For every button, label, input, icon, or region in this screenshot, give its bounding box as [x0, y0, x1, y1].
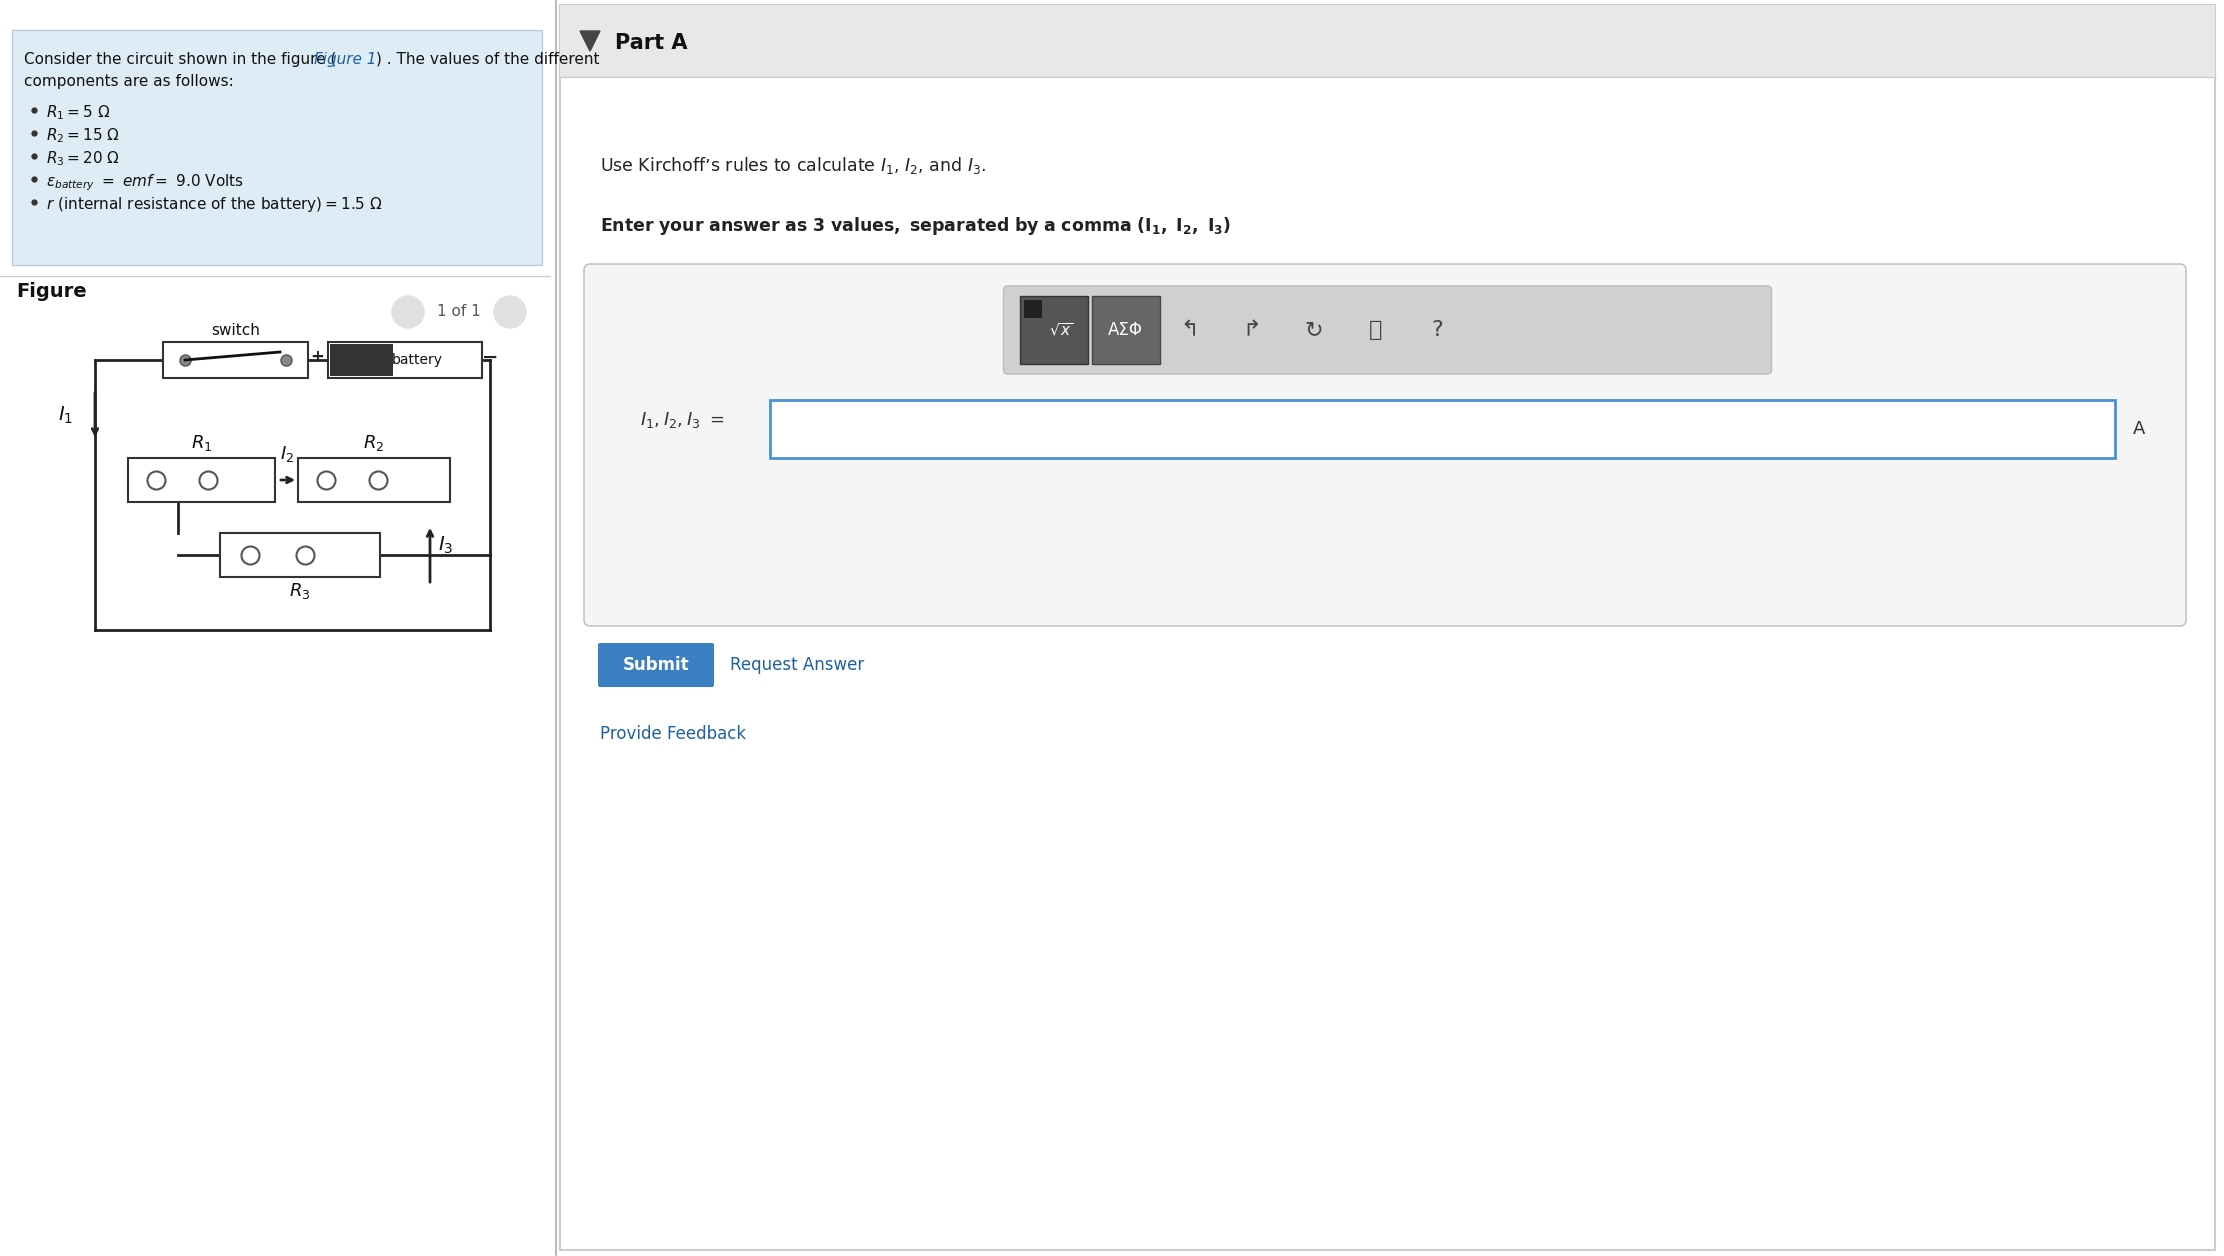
- Text: Consider the circuit shown in the figure (: Consider the circuit shown in the figure…: [24, 51, 336, 67]
- Circle shape: [494, 296, 527, 328]
- Text: battery: battery: [391, 353, 443, 367]
- FancyBboxPatch shape: [585, 264, 2186, 625]
- Text: Submit: Submit: [623, 656, 689, 674]
- Text: Request Answer: Request Answer: [729, 656, 865, 674]
- Text: $I_1, I_2, I_3\ =$: $I_1, I_2, I_3\ =$: [641, 409, 725, 430]
- Bar: [770, 399, 2115, 458]
- FancyBboxPatch shape: [1003, 286, 1773, 374]
- Text: ?: ?: [1432, 320, 1443, 340]
- Text: $r\ \mathrm{(internal\ resistance\ of\ the\ battery)} = 1.5\ \Omega$: $r\ \mathrm{(internal\ resistance\ of\ t…: [47, 195, 383, 214]
- Bar: [1092, 296, 1159, 364]
- Bar: [220, 533, 380, 577]
- Text: −: −: [483, 348, 498, 367]
- Text: switch: switch: [211, 323, 260, 338]
- Text: $R_3$: $R_3$: [289, 582, 311, 602]
- Text: ) . The values of the different: ) . The values of the different: [376, 51, 600, 67]
- Text: $I_3$: $I_3$: [438, 534, 454, 555]
- Bar: [129, 458, 276, 502]
- Text: ↱: ↱: [1243, 320, 1261, 340]
- Text: ↻: ↻: [1303, 320, 1323, 340]
- Text: +: +: [309, 348, 325, 365]
- Text: $\varepsilon_{battery}\ =\ emf =\ 9.0\ \mathrm{Volts}$: $\varepsilon_{battery}\ =\ emf =\ 9.0\ \…: [47, 172, 245, 192]
- Circle shape: [391, 296, 425, 328]
- Text: 1 of 1: 1 of 1: [438, 304, 480, 319]
- Text: Figure: Figure: [16, 283, 87, 301]
- Text: Figure 1: Figure 1: [314, 51, 376, 67]
- Bar: [327, 342, 483, 378]
- Text: $\mathbf{Enter\ your\ answer\ as\ 3\ values,\ separated\ by\ a\ comma\ (I_1,\ I_: $\mathbf{Enter\ your\ answer\ as\ 3\ val…: [600, 215, 1232, 237]
- Text: $R_1$: $R_1$: [191, 433, 211, 453]
- Bar: [329, 344, 394, 376]
- Polygon shape: [580, 31, 600, 51]
- Bar: [1019, 296, 1088, 364]
- Text: Use Kirchoff’s rules to calculate $I_1$, $I_2$, and $I_3$.: Use Kirchoff’s rules to calculate $I_1$,…: [600, 154, 985, 176]
- Text: <: <: [403, 305, 414, 319]
- FancyBboxPatch shape: [598, 643, 714, 687]
- Text: $I_2$: $I_2$: [280, 445, 294, 463]
- Text: $\sqrt{x}$: $\sqrt{x}$: [1050, 322, 1074, 338]
- Text: >: >: [505, 305, 516, 319]
- Bar: [162, 342, 307, 378]
- Text: A: A: [2133, 420, 2146, 438]
- Text: $R_2$: $R_2$: [363, 433, 385, 453]
- Text: ↰: ↰: [1181, 320, 1199, 340]
- Bar: [1023, 300, 1041, 318]
- Bar: [298, 458, 449, 502]
- Bar: [560, 5, 2215, 1250]
- Text: Provide Feedback: Provide Feedback: [600, 725, 745, 744]
- Text: $R_2 = 15\ \Omega$: $R_2 = 15\ \Omega$: [47, 126, 120, 144]
- Bar: [560, 5, 2215, 77]
- Text: $R_1 = 5\ \Omega$: $R_1 = 5\ \Omega$: [47, 103, 111, 122]
- Text: $R_3 = 20\ \Omega$: $R_3 = 20\ \Omega$: [47, 149, 120, 168]
- Text: $I_1$: $I_1$: [58, 404, 73, 426]
- Text: ⌹: ⌹: [1368, 320, 1381, 340]
- Text: ΑΣΦ: ΑΣΦ: [1108, 322, 1143, 339]
- FancyBboxPatch shape: [11, 30, 543, 265]
- Text: Part A: Part A: [616, 33, 687, 53]
- Text: components are as follows:: components are as follows:: [24, 74, 234, 89]
